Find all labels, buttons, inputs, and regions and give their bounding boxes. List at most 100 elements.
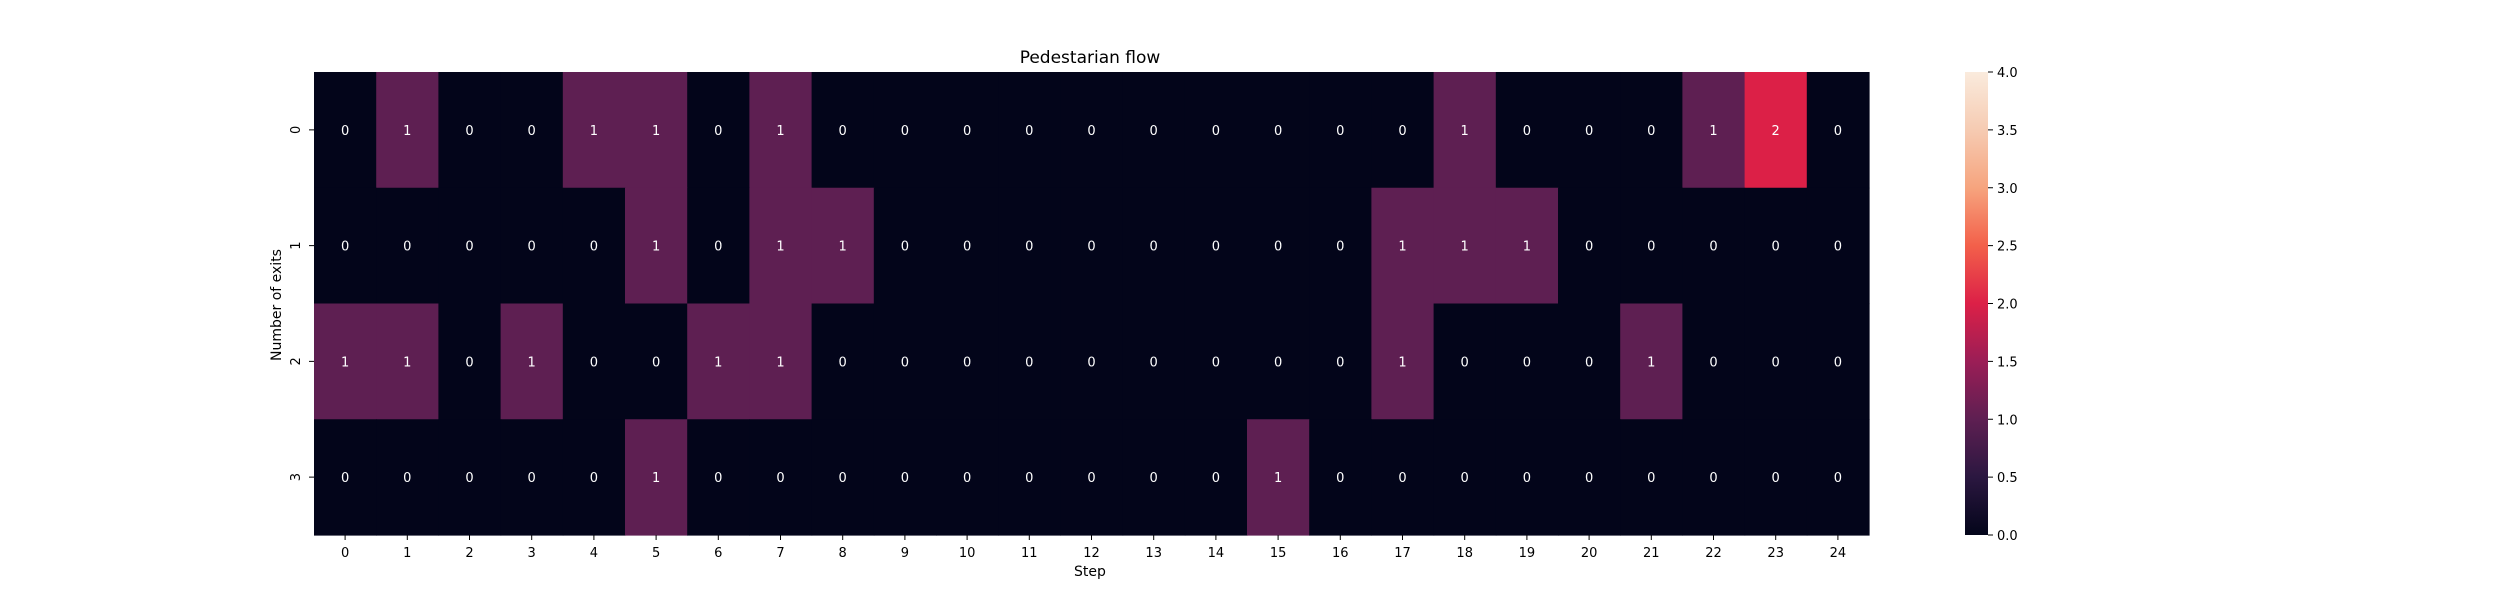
cell-annotation: 1 <box>1398 240 1406 255</box>
heatmap-cell <box>1682 187 1746 305</box>
cell-annotation: 1 <box>1461 124 1469 139</box>
cell-annotation: 0 <box>1834 471 1842 486</box>
heatmap-cell <box>998 72 1061 189</box>
heatmap-cell <box>438 72 502 189</box>
heatmap-cell <box>1744 187 1808 305</box>
heatmap-cell <box>873 303 937 420</box>
cell-annotation: 0 <box>528 240 536 255</box>
cell-annotation: 0 <box>714 124 722 139</box>
heatmap-cell <box>1806 419 1870 536</box>
heatmap-cell <box>1558 72 1621 189</box>
heatmap-cell <box>1806 303 1870 420</box>
cell-annotation: 0 <box>1647 124 1655 139</box>
x-tick-label: 20 <box>1581 546 1598 561</box>
heatmap-cell <box>500 303 564 420</box>
heatmap-cell <box>811 303 875 420</box>
heatmap-cell <box>1744 419 1808 536</box>
heatmap-cell <box>1620 72 1683 189</box>
heatmap-cell <box>749 303 813 420</box>
cell-annotation: 0 <box>1087 355 1095 370</box>
y-axis: 0 1 2 3 <box>289 126 314 481</box>
cell-annotation: 0 <box>1709 471 1717 486</box>
heatmap-cell <box>873 72 937 189</box>
heatmap-cell <box>500 419 564 536</box>
cell-annotation: 0 <box>1647 240 1655 255</box>
heatmap-cell <box>1806 187 1870 305</box>
cell-annotation: 1 <box>1647 355 1655 370</box>
y-tick-label: 0 <box>289 126 304 134</box>
colorbar-tick-label: 2.0 <box>1997 298 2018 313</box>
cell-annotation: 0 <box>1274 355 1282 370</box>
cell-annotation: 1 <box>528 355 536 370</box>
heatmap-cells: 0 1 0 0 1 1 0 1 0 0 0 0 0 0 0 0 0 0 1 0 0 0 1 2 0 0 0 0 0 0 1 0 1 1 0 0 0 0 0 0… <box>314 72 1870 536</box>
heatmap-cell <box>562 303 626 420</box>
cell-annotation: 0 <box>1336 471 1344 486</box>
x-tick-label: 3 <box>528 546 536 561</box>
x-tick-label: 10 <box>959 546 976 561</box>
x-axis-label: Step <box>1074 564 1106 580</box>
cell-annotation: 1 <box>776 124 784 139</box>
heatmap-cell <box>438 419 502 536</box>
cell-annotation: 0 <box>1647 471 1655 486</box>
cell-annotation: 0 <box>1461 355 1469 370</box>
cell-annotation: 0 <box>963 355 971 370</box>
cell-annotation: 0 <box>403 471 411 486</box>
heatmap-cell <box>1682 303 1746 420</box>
heatmap-cell <box>1060 187 1124 305</box>
heatmap-cell <box>749 72 813 189</box>
cell-annotation: 0 <box>1585 355 1593 370</box>
x-tick-label: 23 <box>1767 546 1784 561</box>
y-axis-label: Number of exits <box>269 249 285 361</box>
heatmap-cell <box>1558 419 1621 536</box>
heatmap-cell <box>811 187 875 305</box>
heatmap-cell <box>1247 187 1310 305</box>
x-tick-label: 6 <box>714 546 722 561</box>
cell-annotation: 0 <box>465 240 473 255</box>
cell-annotation: 0 <box>963 240 971 255</box>
heatmap-cell <box>873 419 937 536</box>
cell-annotation: 0 <box>1523 471 1531 486</box>
heatmap-cell <box>1558 303 1621 420</box>
heatmap-cell <box>1122 419 1186 536</box>
colorbar-axis: 0.0 0.5 1.0 1.5 2.0 2.5 3.0 3.5 4.0 <box>1988 66 2018 544</box>
cell-annotation: 0 <box>963 471 971 486</box>
cell-annotation: 0 <box>1025 471 1033 486</box>
cell-annotation: 0 <box>590 471 598 486</box>
cell-annotation: 1 <box>403 124 411 139</box>
cell-annotation: 0 <box>465 471 473 486</box>
heatmap-cell <box>1184 187 1248 305</box>
cell-annotation: 2 <box>1772 124 1780 139</box>
heatmap-cell <box>749 187 813 305</box>
x-tick-label: 24 <box>1830 546 1847 561</box>
heatmap-cell <box>1122 187 1186 305</box>
heatmap-cell <box>1495 303 1559 420</box>
cell-annotation: 0 <box>1709 240 1717 255</box>
heatmap-cell <box>811 419 875 536</box>
cell-annotation: 0 <box>1212 355 1220 370</box>
heatmap-cell <box>687 72 750 189</box>
heatmap-cell <box>936 72 999 189</box>
heatmap-cell <box>936 303 999 420</box>
heatmap-cell <box>625 72 688 189</box>
cell-annotation: 1 <box>652 124 660 139</box>
heatmap-cell <box>376 72 439 189</box>
colorbar-tick-label: 0.5 <box>1997 471 2018 486</box>
cell-annotation: 0 <box>1523 355 1531 370</box>
cell-annotation: 0 <box>1398 471 1406 486</box>
cell-annotation: 0 <box>776 471 784 486</box>
cell-annotation: 1 <box>714 355 722 370</box>
cell-annotation: 0 <box>590 355 598 370</box>
heatmap-cell <box>936 419 999 536</box>
heatmap-cell <box>1558 187 1621 305</box>
heatmap-cell <box>1309 303 1372 420</box>
heatmap-cell <box>1495 72 1559 189</box>
heatmap-cell <box>1371 419 1435 536</box>
heatmap-cell <box>562 419 626 536</box>
cell-annotation: 0 <box>1212 471 1220 486</box>
cell-annotation: 1 <box>652 471 660 486</box>
cell-annotation: 0 <box>1274 124 1282 139</box>
heatmap-cell <box>562 187 626 305</box>
heatmap-cell <box>1744 72 1808 189</box>
x-tick-label: 21 <box>1643 546 1660 561</box>
heatmap-cell <box>500 187 564 305</box>
